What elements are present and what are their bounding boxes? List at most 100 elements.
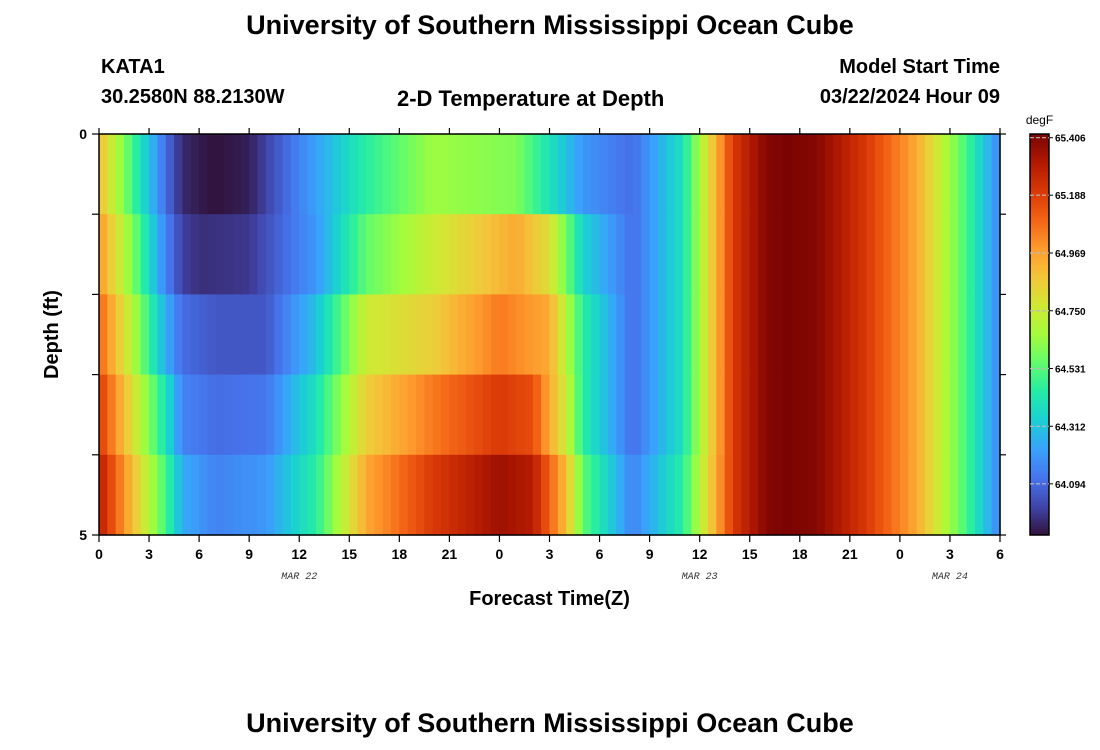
heatmap-cell [165,294,175,376]
heatmap-cell [849,294,859,376]
heatmap-cell [466,294,476,376]
heatmap-cell [983,134,993,215]
heatmap-cell [407,294,417,376]
heatmap-cell [949,214,959,295]
heatmap-cell [766,374,776,456]
heatmap-cell [574,294,584,376]
heatmap-cell [399,454,409,536]
heatmap-cell [799,374,809,456]
heatmap-cell [883,454,893,536]
heatmap-cell [107,454,117,536]
heatmap-cell [949,454,959,536]
heatmap-cell [165,374,175,456]
heatmap-cell [99,134,108,215]
heatmap-cell [991,374,1001,456]
heatmap-cell [908,214,918,295]
heatmap-cell [607,214,617,295]
heatmap-cell [474,294,484,376]
heatmap-cell [858,214,868,295]
heatmap-cell [507,454,517,536]
x-tick-label: 18 [792,546,808,562]
heatmap-cell [382,214,392,295]
heatmap-cell [215,374,225,456]
heatmap-cell [107,294,117,376]
heatmap-cell [541,134,551,215]
heatmap-cell [682,454,692,536]
heatmap-cell [482,454,492,536]
heatmap-cell [124,134,133,215]
heatmap-cell [874,214,884,295]
heatmap-cell [332,454,342,536]
heatmap-cell [791,294,801,376]
heatmap-cell [724,134,734,215]
heatmap-cell [307,454,317,536]
x-tick-label: 3 [145,546,153,562]
heatmap-cell [699,454,709,536]
heatmap-cell [190,214,200,295]
heatmap-cell [899,214,909,295]
heatmap-cell [724,454,734,536]
heatmap-cell [399,214,409,295]
heatmap-cell [624,134,634,215]
heatmap-cell [891,214,901,295]
heatmap-cell [407,134,417,215]
heatmap-cell [891,134,901,215]
heatmap-cell [165,454,175,536]
heatmap-cell [457,214,467,295]
heatmap-cell [199,134,209,215]
heatmap-cell [866,294,876,376]
x-tick-label: 18 [392,546,408,562]
heatmap-cell [157,134,167,215]
heatmap-cell [149,454,158,536]
heatmap-cell [974,374,984,456]
heatmap-cell [115,294,125,376]
heatmap-cell [399,294,409,376]
heatmap-cell [215,294,225,376]
heatmap-cell [265,214,275,295]
heatmap-cell [808,294,818,376]
heatmap-cell [365,294,375,376]
x-tick-label: 3 [946,546,954,562]
heatmap-cell [933,214,943,295]
heatmap-cell [240,294,250,376]
heatmap-cell [566,294,576,376]
heatmap-cell [666,374,676,456]
x-tick-label: 12 [291,546,307,562]
heatmap-cell [691,294,701,376]
heatmap-cell [691,214,701,295]
heatmap-cell [199,374,209,456]
heatmap-cell [616,134,626,215]
heatmap-cell [190,454,200,536]
x-tick-label: 21 [442,546,458,562]
heatmap-cell [632,454,642,536]
heatmap-cell [657,134,667,215]
x-tick-label: 15 [742,546,758,562]
heatmap-cell [499,454,509,536]
heatmap-cell [466,374,476,456]
heatmap-cell [157,454,167,536]
heatmap-cell [441,454,450,536]
heatmap-cell [232,374,242,456]
heatmap-cell [991,214,1001,295]
heatmap-cell [924,214,934,295]
heatmap-cell [390,294,400,376]
heatmap-cell [365,454,375,536]
heatmap-cell [491,134,501,215]
heatmap-cell [566,134,576,215]
heatmap-cell [557,294,567,376]
heatmap-cell [416,294,425,376]
heatmap-cell [407,374,417,456]
heatmap-cell [374,134,384,215]
heatmap-cell [833,454,843,536]
heatmap-cell [524,374,534,456]
heatmap-cell [524,214,534,295]
heatmap-cell [682,214,692,295]
heatmap-cell [340,214,350,295]
heatmap-cell [374,374,384,456]
heatmap-cell [958,294,968,376]
heatmap-cell [265,294,275,376]
heatmap-cell [816,294,826,376]
heatmap-cell [132,374,142,456]
heatmap-cell [466,454,476,536]
x-tick-label: 21 [842,546,858,562]
